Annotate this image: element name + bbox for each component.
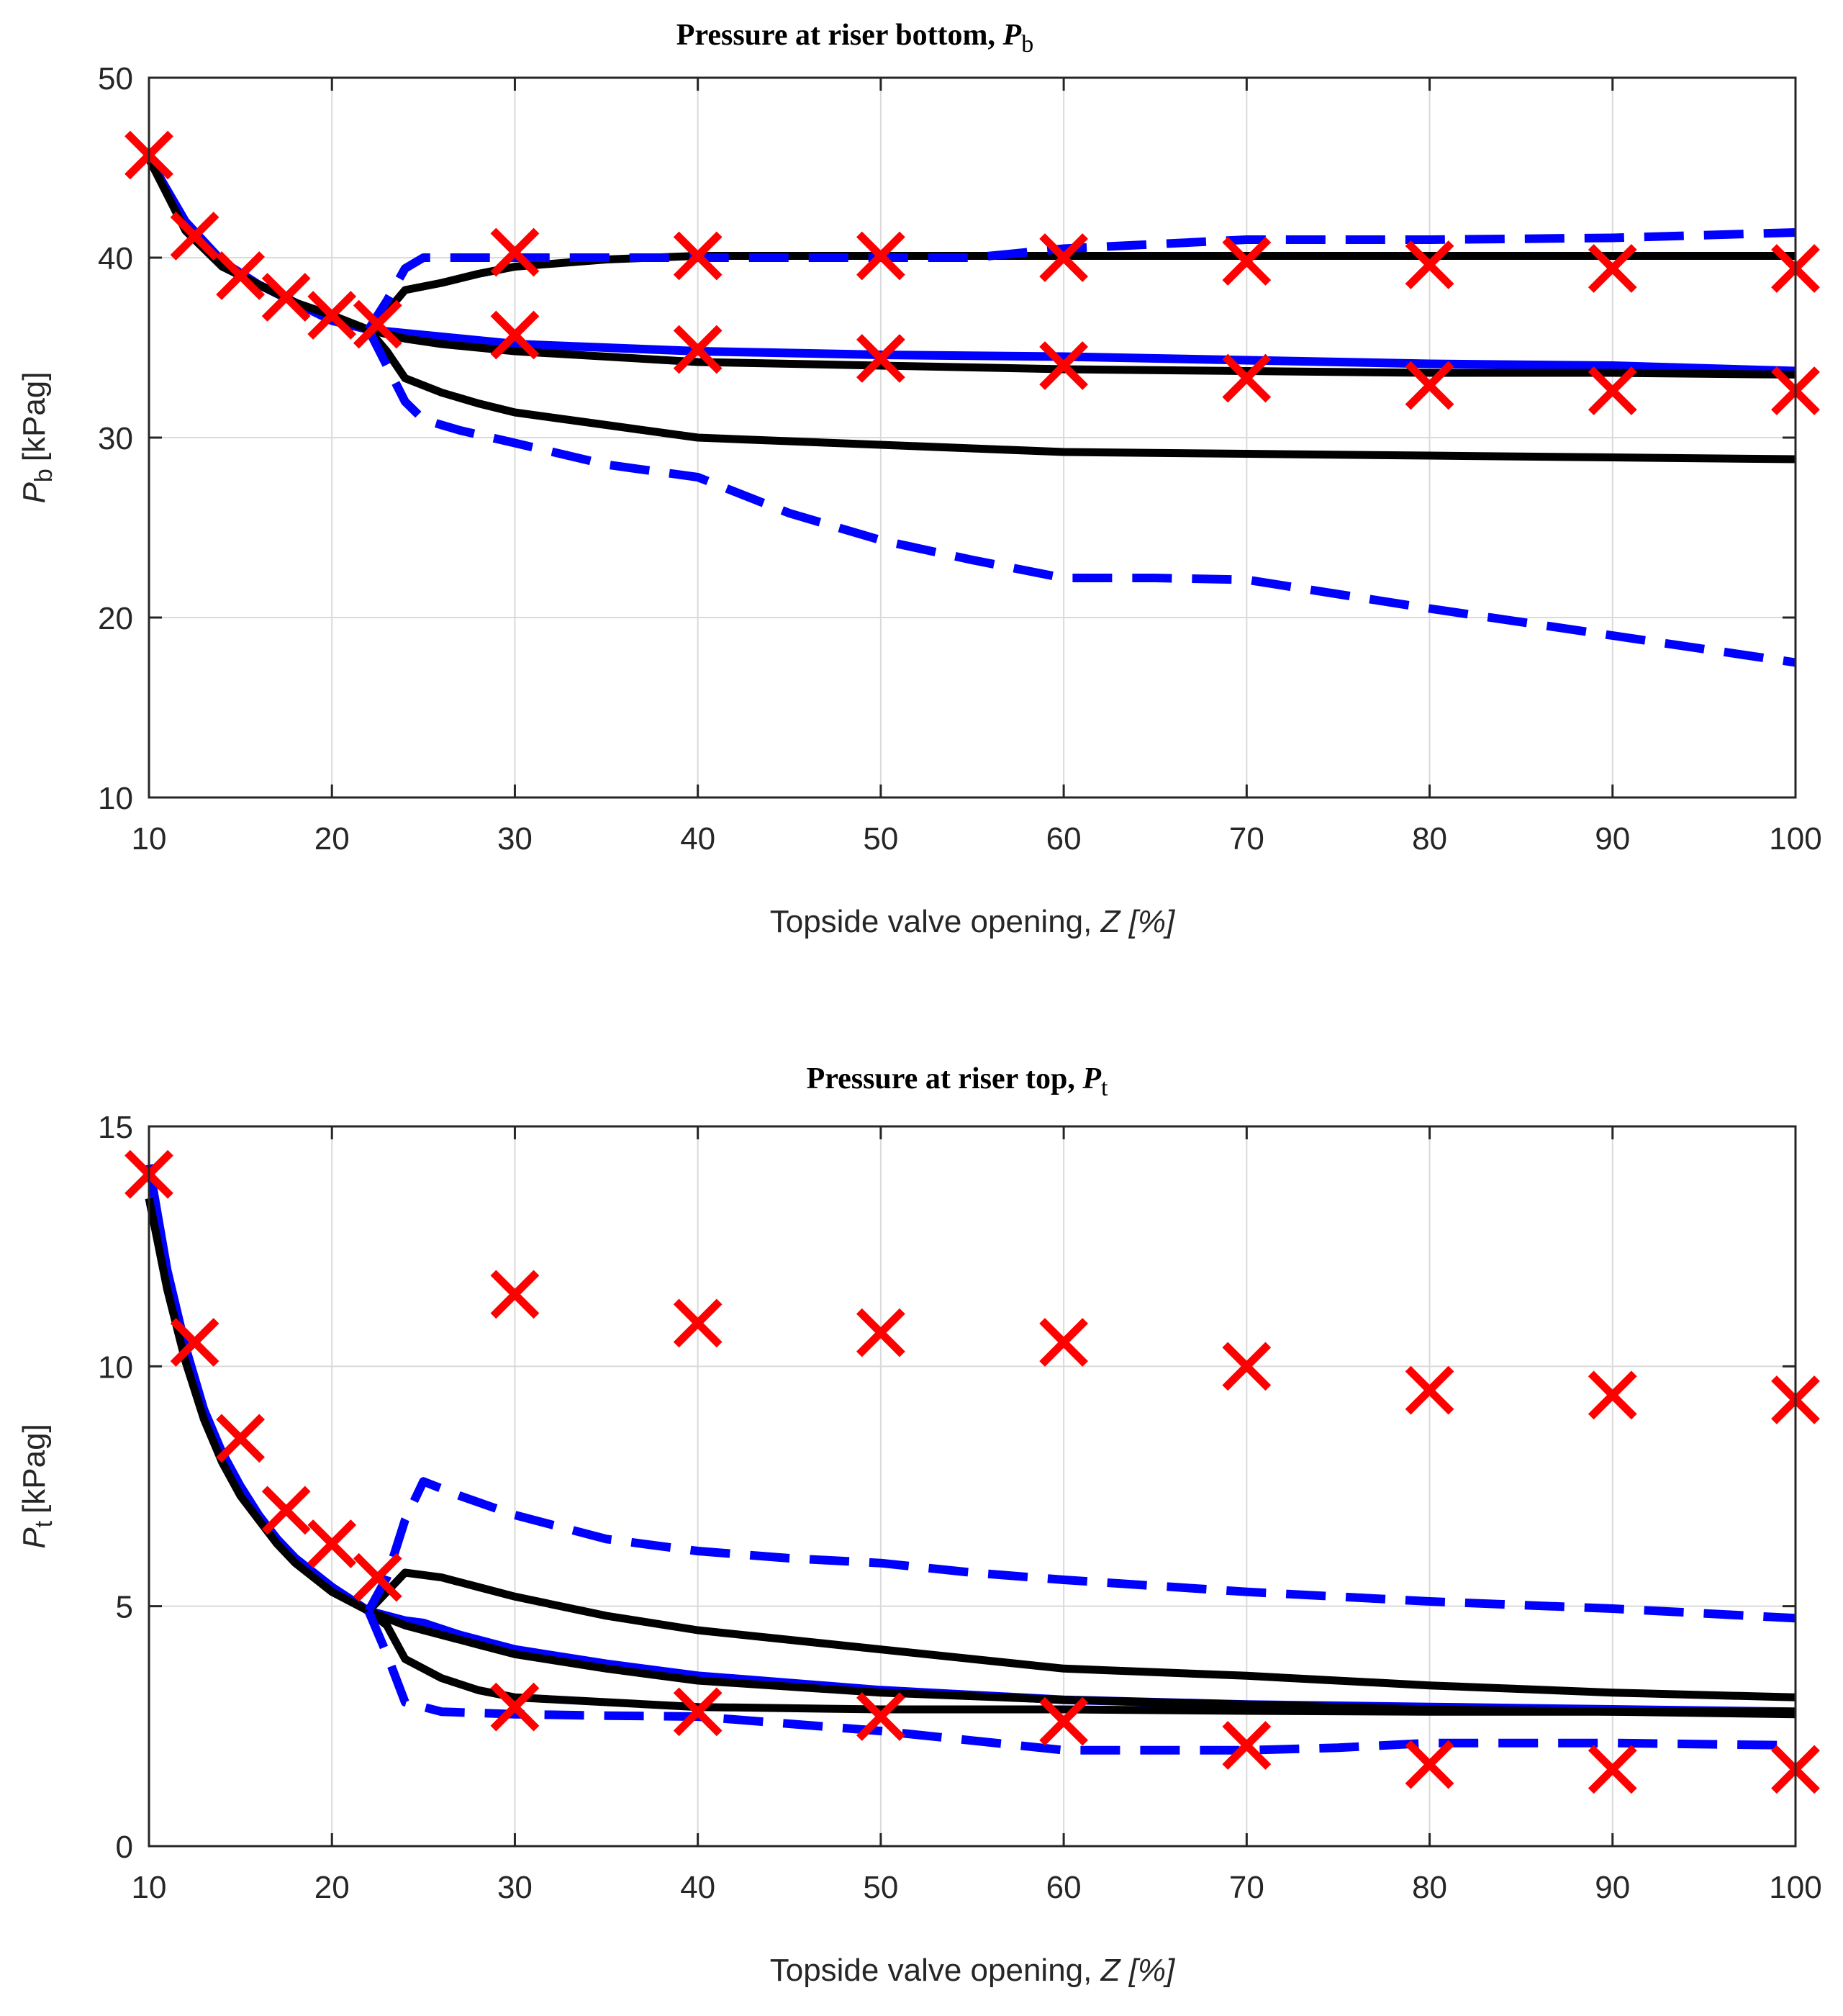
series-line-max-lumped xyxy=(366,252,1796,333)
data-point-marker xyxy=(1588,1370,1637,1420)
data-point-marker xyxy=(353,1552,402,1602)
x-tick-label: 50 xyxy=(863,821,898,856)
data-point-marker xyxy=(1222,353,1272,403)
x-tick-label: 30 xyxy=(497,1870,533,1905)
series-line-max-model xyxy=(364,1477,1796,1623)
plot-title: Pressure at riser top, Pt xyxy=(807,1062,1108,1101)
x-axis-label: Topside valve opening, Z [%] xyxy=(770,904,1176,939)
data-point-marker xyxy=(1588,244,1637,293)
data-point-marker xyxy=(170,1318,219,1367)
data-point-marker xyxy=(856,1308,905,1357)
data-point-marker xyxy=(1405,1365,1454,1415)
x-tick-label: 80 xyxy=(1412,1870,1447,1905)
series-line-min-lumped xyxy=(365,327,1796,464)
y-tick-label: 0 xyxy=(116,1830,133,1865)
data-point-marker xyxy=(261,273,311,322)
x-tick-label: 20 xyxy=(314,1870,350,1905)
data-point-marker xyxy=(261,1486,311,1535)
data-point-marker xyxy=(856,231,905,281)
data-point-marker xyxy=(1405,361,1454,410)
data-point-marker xyxy=(490,1270,540,1319)
x-tick-label: 50 xyxy=(863,1870,898,1905)
data-point-marker xyxy=(307,1519,357,1568)
data-point-marker xyxy=(1588,366,1637,415)
data-point-marker xyxy=(1222,1721,1272,1770)
data-point-marker xyxy=(1588,1745,1637,1794)
series-line-min-model xyxy=(364,1609,1796,1755)
y-axis-label: Pb[kPag] xyxy=(17,371,58,503)
data-point-marker xyxy=(856,1692,905,1741)
axes-frame xyxy=(148,1125,1797,1848)
y-tick-label: 30 xyxy=(98,421,133,456)
data-point-marker xyxy=(1039,1696,1088,1746)
data-point-marker xyxy=(490,1682,540,1732)
series-line-max-lumped xyxy=(366,1568,1796,1701)
y-tick-labels: 10 20 30 40 50 xyxy=(98,61,133,816)
data-point-marker xyxy=(1222,237,1272,286)
x-tick-label: 20 xyxy=(314,821,350,856)
y-tick-label: 5 xyxy=(116,1590,133,1625)
series-line-min-model xyxy=(364,327,1796,667)
data-point-marker xyxy=(1405,1740,1454,1789)
data-point-marker xyxy=(490,227,540,277)
series-layer xyxy=(124,1149,1820,1794)
data-point-marker xyxy=(673,231,723,281)
series-layer xyxy=(124,130,1820,667)
y-tick-labels: 0 5 10 15 xyxy=(98,1110,133,1865)
series-experimental xyxy=(124,1149,1820,1794)
x-axis-label: Topside valve opening, Z [%] xyxy=(770,1953,1176,1988)
x-tick-label: 90 xyxy=(1595,1870,1630,1905)
x-tick-label: 70 xyxy=(1229,821,1264,856)
x-tick-label: 40 xyxy=(680,821,715,856)
data-point-marker xyxy=(673,325,723,374)
data-point-marker xyxy=(1405,240,1454,289)
y-tick-label: 20 xyxy=(98,601,133,636)
x-tick-label: 10 xyxy=(132,821,167,856)
grid xyxy=(148,76,1797,799)
x-tick-labels: 10 20 30 40 50 60 70 80 90 100 xyxy=(132,1870,1822,1905)
plot-title: Pressure at riser bottom, Pb xyxy=(676,19,1033,58)
x-tick-label: 100 xyxy=(1769,821,1821,856)
y-tick-label: 50 xyxy=(98,61,133,96)
x-tick-label: 100 xyxy=(1769,1870,1821,1905)
x-tick-labels: 10 20 30 40 50 60 70 80 90 100 xyxy=(132,821,1822,856)
y-tick-label: 40 xyxy=(98,241,133,276)
data-point-marker xyxy=(490,310,540,360)
data-point-marker xyxy=(216,251,266,300)
x-tick-label: 40 xyxy=(680,1870,715,1905)
x-tick-label: 60 xyxy=(1046,1870,1082,1905)
x-tick-label: 30 xyxy=(497,821,533,856)
data-point-marker xyxy=(1039,1318,1088,1367)
x-tick-label: 70 xyxy=(1229,1870,1264,1905)
data-point-marker xyxy=(1039,341,1088,390)
data-point-marker xyxy=(170,212,219,261)
x-tick-label: 80 xyxy=(1412,821,1447,856)
y-tick-label: 15 xyxy=(98,1110,133,1145)
data-point-marker xyxy=(856,334,905,383)
axes-frame xyxy=(148,76,1797,799)
x-tick-label: 90 xyxy=(1595,821,1630,856)
data-point-marker xyxy=(673,1687,723,1737)
pressure-top-plot: Pressure at riser top, Pt 10 20 30 40 50 60 70… xyxy=(17,1062,1822,1988)
data-point-marker xyxy=(1222,1342,1272,1391)
y-tick-label: 10 xyxy=(98,1350,133,1385)
x-tick-label: 60 xyxy=(1046,821,1082,856)
data-point-marker xyxy=(1039,233,1088,282)
series-line-steady-state-model xyxy=(145,1164,1796,1717)
data-point-marker xyxy=(673,1298,723,1348)
pressure-bottom-plot: Pressure at riser bottom, Pb 10 20 30 40 50 6… xyxy=(17,19,1822,939)
y-axis-label: Pt[kPag] xyxy=(17,1424,58,1549)
data-point-marker xyxy=(307,291,357,340)
x-tick-label: 10 xyxy=(132,1870,167,1905)
series-line-max-model xyxy=(365,228,1796,333)
series-line-min-lumped xyxy=(366,1607,1796,1716)
data-point-marker xyxy=(216,1414,266,1463)
data-point-marker xyxy=(353,299,402,349)
y-tick-label: 10 xyxy=(98,781,133,816)
